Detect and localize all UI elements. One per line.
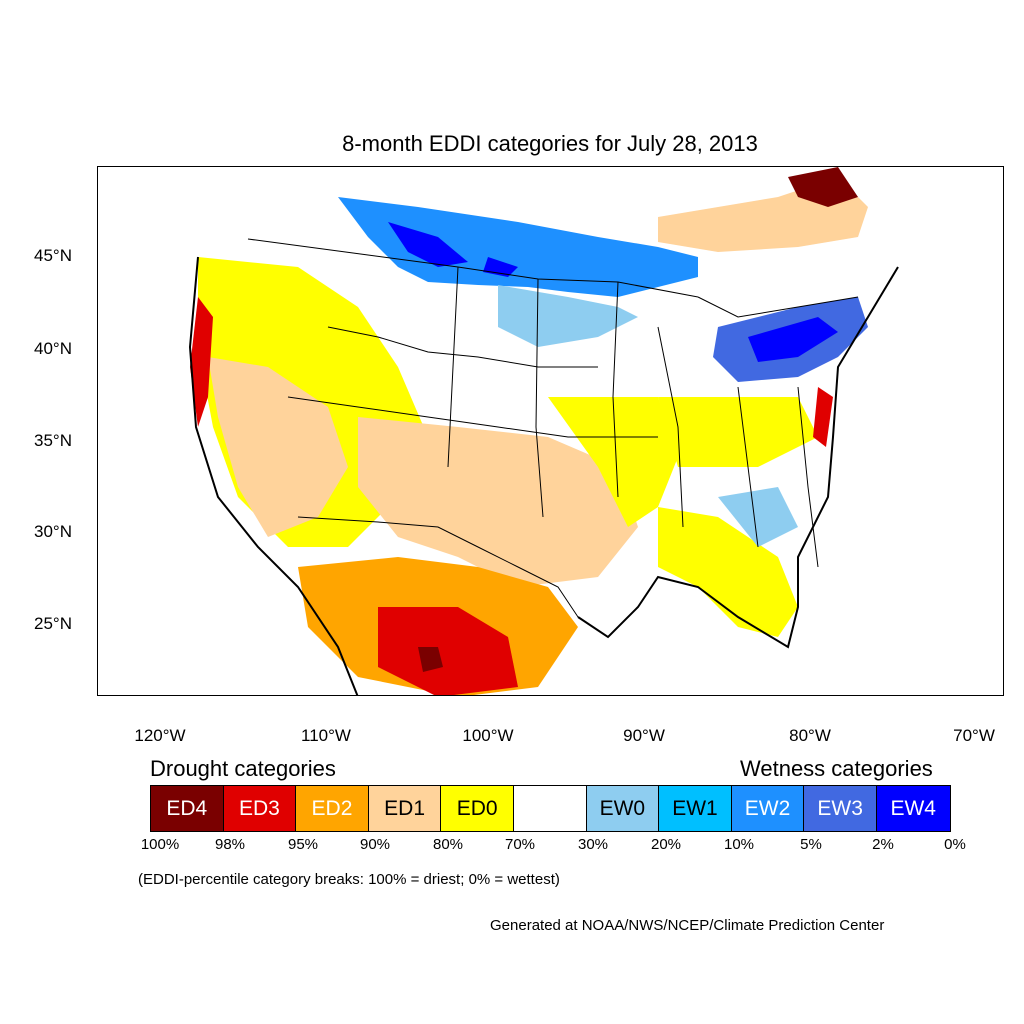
lon-label-80: 80°W	[789, 726, 831, 745]
drought-south-ed0	[548, 397, 678, 527]
legend-ew3: EW3	[804, 786, 877, 831]
map-panel	[97, 166, 1004, 696]
legend-ed2: ED2	[296, 786, 369, 831]
legend-ew1: EW1	[659, 786, 732, 831]
pct-break-80: 80%	[432, 836, 464, 853]
pct-break-70: 70%	[504, 836, 536, 853]
drought-mexico-ed4	[418, 647, 443, 672]
pct-break-30: 30%	[577, 836, 609, 853]
drought-coast-ed3	[190, 297, 213, 427]
drought-west-ed1	[208, 357, 348, 537]
drought-heading: Drought categories	[150, 756, 336, 781]
pct-break-100: 100%	[140, 836, 180, 853]
map-title: 8-month EDDI categories for July 28, 201…	[342, 131, 758, 156]
southeast-wet	[718, 487, 798, 547]
lon-label-100: 100°W	[462, 726, 514, 745]
legend-ew4: EW4	[876, 786, 950, 831]
legend-ed1: ED1	[368, 786, 442, 831]
atlantic-coast-ed3	[813, 387, 833, 447]
pct-break-98: 98%	[214, 836, 246, 853]
drought-maine	[788, 167, 858, 207]
wet-core-greatlakes	[748, 317, 838, 362]
midwest-ed0	[658, 397, 818, 467]
drought-south-ed1	[358, 417, 638, 587]
lon-label-90: 90°W	[623, 726, 665, 745]
boundary-lines	[247, 238, 859, 618]
lon-label-110: 110°W	[301, 726, 351, 745]
legend-ed3: ED3	[223, 786, 297, 831]
coastline	[188, 256, 899, 695]
lat-label-40: 40°N	[34, 339, 72, 358]
pct-break-2: 2%	[872, 836, 894, 853]
drought-mexico-ed3	[378, 607, 518, 695]
legend-ew2: EW2	[731, 786, 805, 831]
wet-fringe-north	[498, 285, 638, 347]
legend-ed0: ED0	[441, 786, 514, 831]
lon-label-120: 120°W	[134, 726, 186, 745]
credit-line: Generated at NOAA/NWS/NCEP/Climate Predi…	[490, 917, 885, 934]
lat-label-25: 25°N	[34, 614, 72, 633]
wetness-heading: Wetness categories	[740, 756, 933, 781]
wet-core-north	[388, 222, 518, 277]
lon-label-70: 70°W	[953, 726, 995, 745]
southeast-ed0	[658, 507, 798, 637]
pct-break-0: 0%	[944, 836, 966, 853]
pct-break-20: 20%	[650, 836, 682, 853]
legend-ew0: EW0	[586, 786, 660, 831]
pct-break-95: 95%	[287, 836, 319, 853]
category-break-note: (EDDI-percentile category breaks: 100% =…	[138, 871, 560, 888]
eddi-map-graphic	[188, 167, 899, 695]
lat-label-45: 45°N	[34, 246, 72, 265]
lat-label-30: 30°N	[34, 522, 72, 541]
pct-break-5: 5%	[800, 836, 822, 853]
legend-ed4: ED4	[151, 786, 224, 831]
lat-label-35: 35°N	[34, 431, 72, 450]
pct-break-10: 10%	[723, 836, 755, 853]
pct-break-90: 90%	[359, 836, 391, 853]
legend-bar: ED4 ED3 ED2 ED1 ED0 EW0 EW1 EW2 EW3 EW4	[150, 785, 951, 832]
wet-region-north	[338, 197, 698, 297]
legend-normal	[513, 786, 587, 831]
